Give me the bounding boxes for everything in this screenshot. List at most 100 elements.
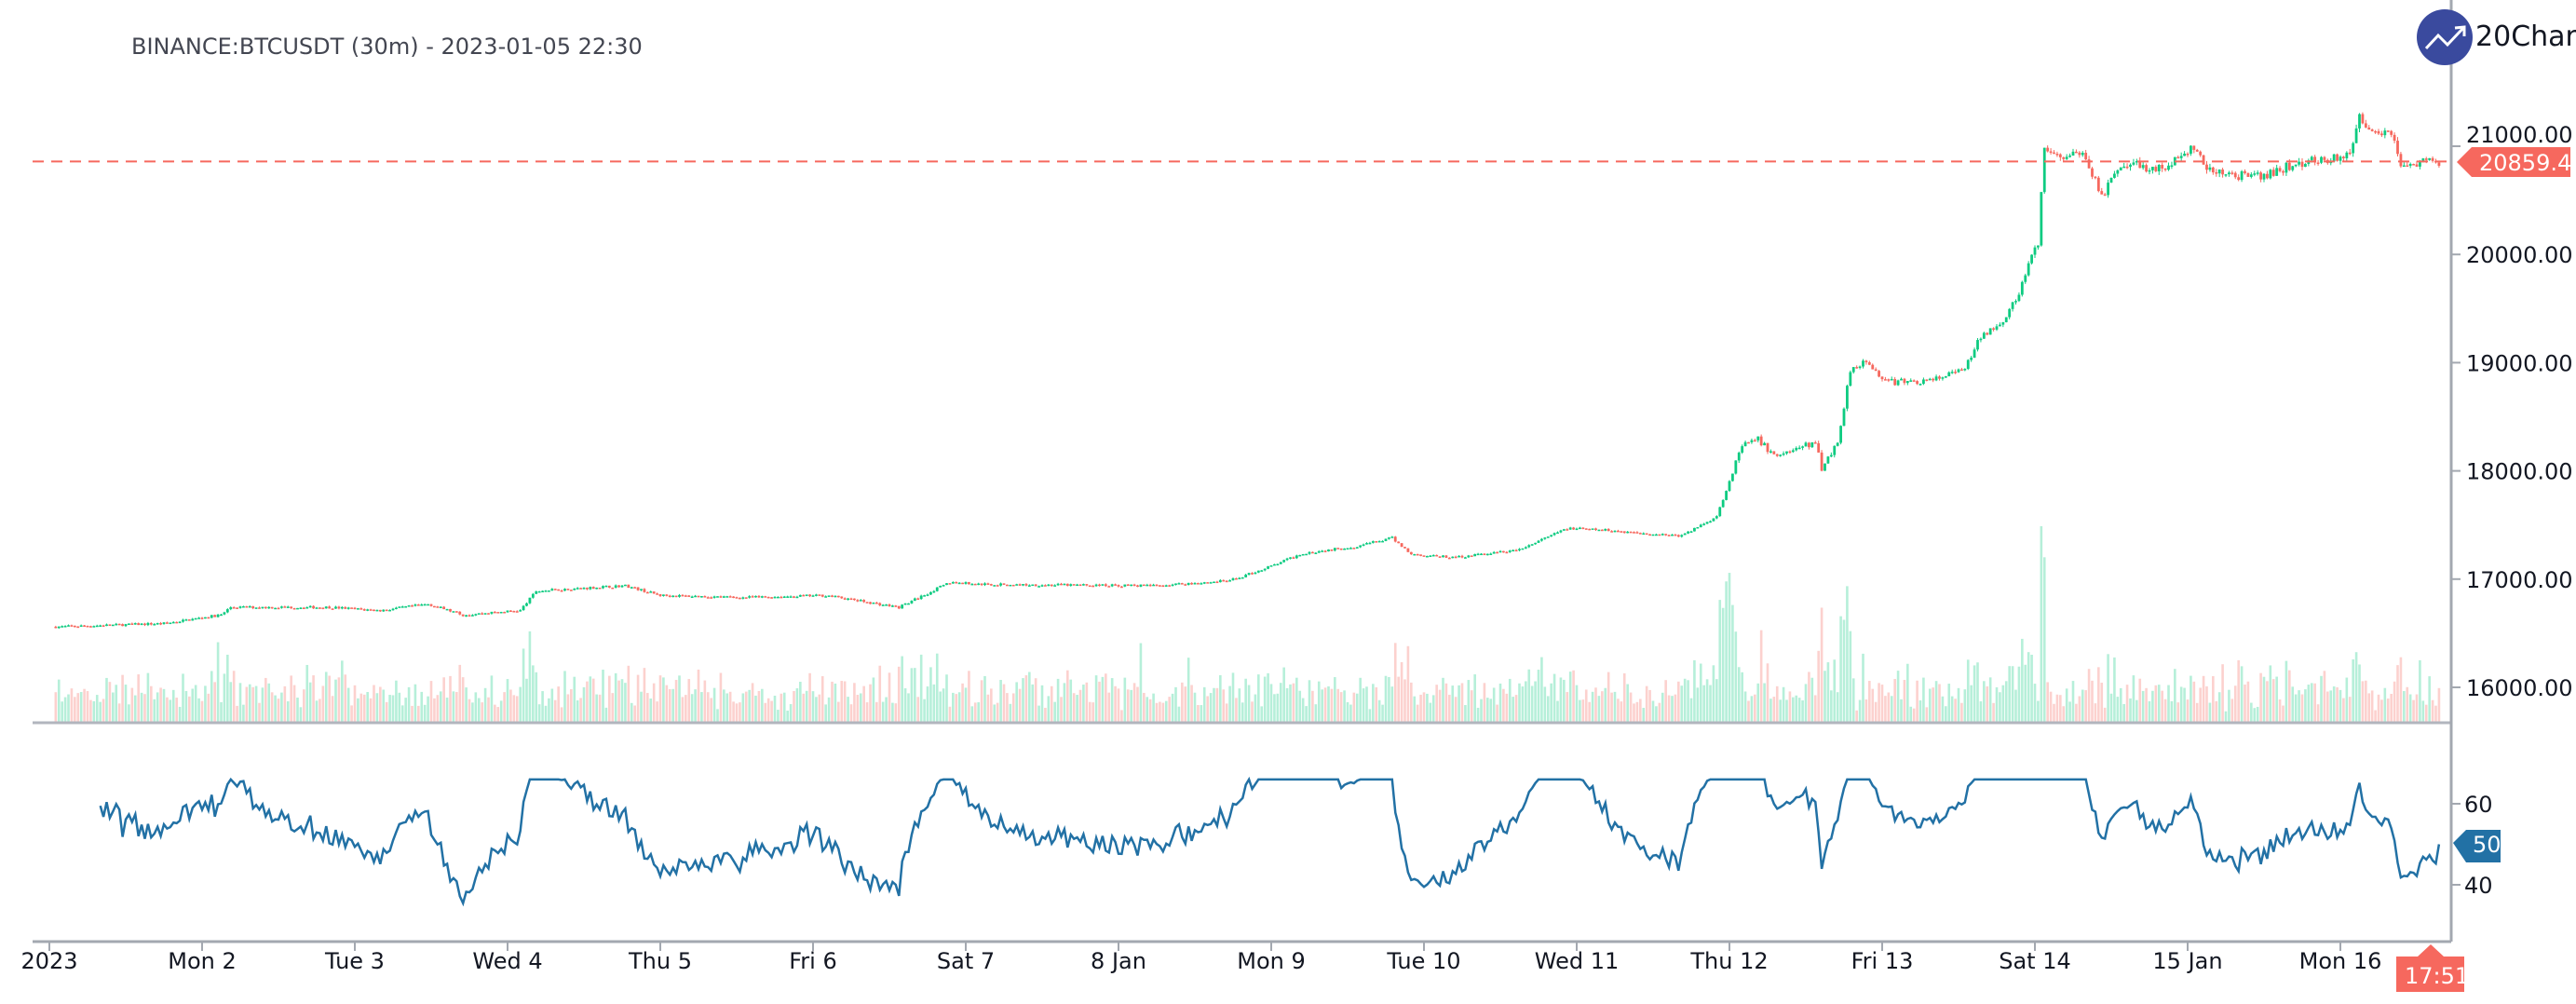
candle-body [2313, 156, 2317, 163]
volume-bar [1916, 680, 1918, 722]
volume-bar [375, 693, 379, 722]
volume-bar [346, 687, 350, 722]
volume-bar [914, 668, 916, 722]
candle-body [617, 585, 620, 588]
volume-bar [853, 683, 856, 722]
candle-body [191, 618, 195, 621]
volume-bar [1222, 689, 1226, 722]
volume-bar [528, 631, 532, 722]
volume-bar [537, 704, 541, 722]
volume-bar [1613, 691, 1617, 722]
candle-body [2406, 165, 2409, 168]
volume-bar [980, 680, 983, 722]
volume-bar [2240, 666, 2244, 722]
candle-body [836, 595, 840, 598]
volume-bar [2313, 683, 2316, 722]
logo[interactable] [2417, 9, 2473, 65]
volume-bar [573, 676, 576, 722]
volume-bar [1117, 688, 1120, 722]
candle-body [897, 605, 901, 609]
volume-bar [140, 692, 143, 722]
volume-bar [162, 688, 166, 722]
volume-bar [793, 690, 795, 722]
volume-bar [1546, 696, 1550, 722]
candle-body [1890, 378, 1893, 381]
candle-body [1696, 527, 1700, 529]
candle-body [1769, 451, 1772, 453]
volume-bar [710, 698, 712, 722]
volume-bar [2125, 685, 2129, 722]
volume-bar [305, 664, 309, 722]
volume-bar [1110, 678, 1114, 722]
volume-bar [2163, 699, 2167, 722]
volume-bar [2316, 704, 2320, 722]
candle-body [1060, 583, 1063, 586]
volume-bar [2154, 685, 2158, 722]
candle-body [1597, 529, 1601, 532]
volume-bar [2393, 681, 2396, 722]
candle-body [2228, 172, 2230, 175]
candle-body [1947, 372, 1951, 376]
candle-body [1600, 529, 1604, 532]
candle-body [1444, 555, 1448, 558]
volume-bar [232, 671, 236, 722]
volume-bar [1200, 705, 1203, 722]
volume-bar [712, 687, 716, 722]
candle-body [678, 594, 681, 597]
volume-bar [359, 693, 363, 722]
volume-bar [1689, 698, 1693, 722]
candle-body [449, 608, 452, 612]
candle-body [225, 609, 229, 613]
volume-bar [1047, 696, 1051, 722]
volume-bar [780, 693, 783, 722]
candle-body [1130, 584, 1133, 587]
candle-body [2192, 145, 2196, 150]
volume-bar [1372, 684, 1375, 722]
candle-body [175, 621, 179, 624]
volume-bar [1645, 685, 1648, 722]
time-tick-label: 15 Jan [2152, 948, 2222, 974]
candle-body [1988, 328, 1992, 335]
candle-body [2138, 160, 2142, 169]
volume-bar [1912, 708, 1916, 722]
volume-bar [2383, 687, 2387, 722]
volume-bar [627, 665, 630, 722]
volume-bar [560, 707, 563, 722]
candle-body [780, 596, 783, 599]
volume-bar [1658, 702, 1661, 722]
volume-bar [74, 697, 76, 722]
volume-bar [191, 688, 195, 722]
candle-body [1349, 548, 1352, 549]
volume-bar [274, 695, 277, 722]
candle-body [957, 582, 961, 585]
candle-body [700, 596, 703, 598]
volume-bar [2037, 700, 2040, 722]
candle-body [2339, 156, 2342, 161]
candle-body [1301, 554, 1305, 556]
candle-body [1164, 585, 1168, 587]
volume-bar [308, 682, 312, 722]
candle-body [2109, 177, 2113, 183]
volume-bar [2059, 695, 2062, 722]
volume-bar [744, 691, 748, 722]
volume-bar [932, 684, 936, 722]
candle-body [254, 607, 258, 609]
volume-bar [1416, 704, 1419, 722]
candle-body [296, 607, 299, 610]
volume-bar [1543, 686, 1547, 722]
candle-body [1222, 579, 1226, 582]
candle-body [1912, 380, 1916, 382]
candle-body [1467, 555, 1471, 558]
candle-body [344, 606, 347, 609]
candle-body [716, 596, 719, 598]
candle-body [1982, 332, 1986, 339]
candle-body [1826, 456, 1830, 464]
volume-bar [2068, 701, 2071, 722]
candle-body [436, 606, 440, 608]
candle-body [795, 596, 799, 599]
candle-body [614, 585, 617, 588]
volume-bar [1702, 685, 1705, 722]
candle-body [2266, 173, 2269, 179]
candle-body [115, 623, 118, 626]
